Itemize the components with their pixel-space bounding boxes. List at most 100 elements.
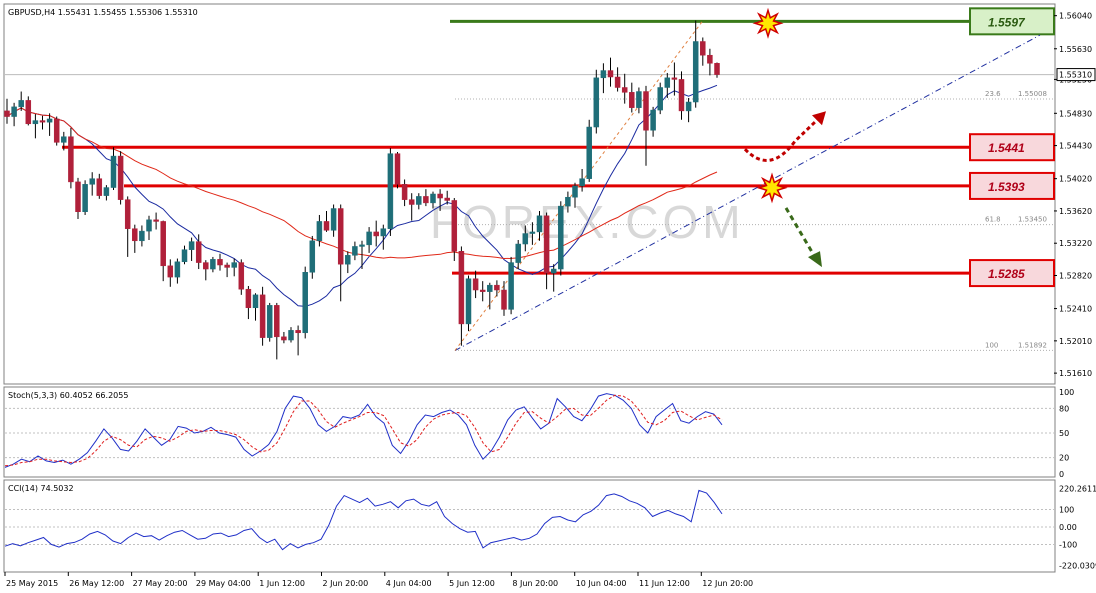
candle-bear <box>68 136 74 183</box>
candle-bull <box>288 330 294 341</box>
breakout-star-mid <box>756 172 788 204</box>
breakout-star-top <box>752 7 784 39</box>
candle-bear <box>259 294 266 338</box>
candle-bull <box>46 118 53 123</box>
candle-bear <box>160 221 166 267</box>
candle-bear <box>479 289 486 292</box>
candle-bear <box>224 264 230 268</box>
cci-level-label: 100 <box>1059 506 1074 515</box>
fib-level-value: 1.53450 <box>1018 216 1047 224</box>
candle-bull <box>174 261 181 278</box>
candle-bear <box>167 265 174 278</box>
candle-bear <box>96 178 103 196</box>
stoch-level-label: 0 <box>1059 470 1064 479</box>
price-tick-label: 1.53220 <box>1059 239 1092 248</box>
cci-level-label: -220.0309 <box>1059 561 1096 570</box>
candle-bull <box>309 240 316 273</box>
level-box <box>969 7 1055 36</box>
candle-bull <box>550 268 557 274</box>
candle-bear <box>614 76 621 88</box>
candle-bear <box>124 199 131 229</box>
candle-bear <box>203 262 209 270</box>
candle-bull <box>430 193 436 204</box>
price-tick-label: 1.52410 <box>1059 305 1092 314</box>
price-tick-label: 1.51610 <box>1059 369 1092 378</box>
time-tick-label: 11 Jun 12:00 <box>639 579 690 588</box>
time-tick-label: 29 May 04:00 <box>196 579 251 588</box>
time-tick-label: 10 Jun 04:00 <box>576 579 627 588</box>
candle-bear <box>274 305 280 338</box>
time-tick-label: 8 Jun 20:00 <box>512 579 558 588</box>
candle-bear <box>643 91 649 131</box>
candle-bear <box>629 92 635 108</box>
cci-level-label: -100 <box>1059 540 1077 549</box>
candle-bull <box>508 262 514 310</box>
candle-bear <box>714 63 720 75</box>
candle-bull <box>188 241 195 250</box>
fib-level-label: 61.8 <box>985 216 1001 224</box>
candle-bull <box>210 259 216 270</box>
stoch-k-line <box>4 393 723 468</box>
time-tick-label: 25 May 2015 <box>6 579 58 588</box>
stoch-level-label: 20 <box>1059 454 1069 463</box>
stoch-d-line <box>4 394 723 467</box>
candle-bear <box>501 289 507 310</box>
candle-bear <box>678 79 685 112</box>
candle-bull <box>387 153 394 229</box>
candle-bull <box>572 185 578 198</box>
candle-bear <box>153 219 159 222</box>
bearish-arrow-head <box>808 251 822 268</box>
cci-panel-frame <box>3 479 1056 573</box>
candle-bull <box>110 155 117 188</box>
main-panel-frame <box>3 3 1056 385</box>
candle-bear <box>401 184 408 200</box>
stoch-panel-frame <box>3 386 1056 478</box>
candle-bull <box>330 208 337 231</box>
last-price-label: 1.55310 <box>1059 71 1092 80</box>
fib-level-value: 1.51892 <box>1018 341 1047 349</box>
candle-bull <box>252 294 259 309</box>
bullish-arrow-head <box>812 111 826 126</box>
candle-bull <box>586 126 592 179</box>
candle-bull <box>139 230 145 242</box>
candle-bear <box>295 330 301 334</box>
candle-bull <box>345 255 351 265</box>
watermark-text: FOREX.COM <box>430 196 745 248</box>
candle-bull <box>32 120 39 125</box>
candle-bull <box>11 106 17 117</box>
last-price-box <box>1056 68 1096 82</box>
candle-bear <box>621 87 628 93</box>
cci-header: CCI(14) 74.5032 <box>8 484 74 493</box>
candle-bear <box>53 118 60 143</box>
level-box <box>969 171 1055 200</box>
candle-bear <box>472 278 479 291</box>
candle-bull <box>579 178 585 187</box>
price-tick-label: 1.52010 <box>1059 337 1092 346</box>
candle-bull <box>558 205 564 270</box>
candle-bear <box>238 262 245 290</box>
time-tick-label: 4 Jun 04:00 <box>386 579 432 588</box>
stoch-level-label: 80 <box>1059 404 1069 413</box>
candle-bull <box>685 101 692 112</box>
candle-bull <box>316 221 323 242</box>
candle-bull <box>600 70 607 79</box>
price-tick-label: 1.56040 <box>1059 12 1092 21</box>
price-tick-label: 1.53620 <box>1059 207 1092 216</box>
candle-bear <box>117 155 124 200</box>
fib-level-label: 23.6 <box>985 90 1001 98</box>
candle-bull <box>565 196 571 207</box>
candle-bull <box>61 136 67 143</box>
candle-bull <box>359 244 365 247</box>
candle-bear <box>245 288 252 309</box>
candle-bear <box>437 193 443 199</box>
level-box-label: 1.5441 <box>988 141 1025 155</box>
candle-bull <box>266 305 273 338</box>
fib-level-label: 100 <box>985 341 998 349</box>
candle-bear <box>707 54 713 64</box>
candle-bull <box>465 278 472 325</box>
price-tick-label: 1.55630 <box>1059 45 1092 54</box>
time-tick-label: 1 Jun 12:00 <box>259 579 305 588</box>
candle-bear <box>394 153 401 185</box>
time-tick-label: 2 Jun 20:00 <box>323 579 369 588</box>
